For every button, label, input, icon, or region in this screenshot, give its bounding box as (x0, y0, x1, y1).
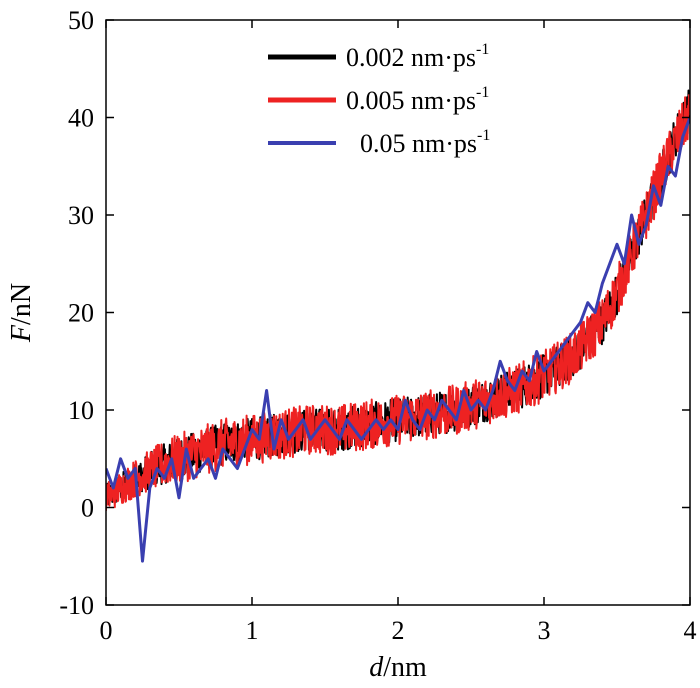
y-tick-label: 30 (68, 201, 94, 230)
legend-label-2: 0.05 nm·ps-1 (360, 127, 490, 158)
legend-entry: 0.05 nm·ps-1 (268, 127, 490, 158)
series-layer (106, 89, 690, 563)
legend-label-0: 0.002 nm·ps-1 (346, 41, 489, 72)
x-tick-label: 2 (392, 616, 405, 645)
legend-label-2-sup: -1 (477, 127, 490, 144)
y-axis-label-unit: /nN (6, 283, 37, 325)
x-tick-label: 1 (246, 616, 259, 645)
x-tick-label: 4 (684, 616, 697, 645)
x-tick-label: 0 (100, 616, 113, 645)
legend-label-1: 0.005 nm·ps-1 (346, 84, 489, 115)
x-axis-label: d/nm (369, 652, 427, 683)
series-line-1 (106, 94, 690, 511)
y-axis-label: F/nN (6, 283, 37, 343)
series-line-2 (106, 116, 690, 563)
legend-label-0-name: 0.002 nm·ps (346, 43, 476, 72)
y-axis-label-var: F (6, 324, 37, 343)
x-axis-label-var: d (369, 652, 384, 683)
legend-label-1-sup: -1 (476, 84, 489, 101)
y-tick-label: 20 (68, 299, 94, 328)
legend-label-0-sup: -1 (476, 41, 489, 58)
x-axis-label-unit: /nm (383, 652, 427, 683)
y-tick-label: 40 (68, 104, 94, 133)
legend-label-1-name: 0.005 nm·ps (346, 86, 476, 115)
x-tick-label: 3 (538, 616, 551, 645)
y-tick-label: 0 (81, 494, 94, 523)
legend: 0.002 nm·ps-1 0.005 nm·ps-1 0.05 nm·ps-1 (268, 41, 490, 158)
legend-entry: 0.005 nm·ps-1 (268, 84, 489, 115)
legend-label-2-name: 0.05 nm·ps (360, 129, 477, 158)
legend-entry: 0.002 nm·ps-1 (268, 41, 489, 72)
y-tick-label: 50 (68, 6, 94, 35)
y-tick-label: -10 (59, 591, 94, 620)
y-tick-label: 10 (68, 396, 94, 425)
